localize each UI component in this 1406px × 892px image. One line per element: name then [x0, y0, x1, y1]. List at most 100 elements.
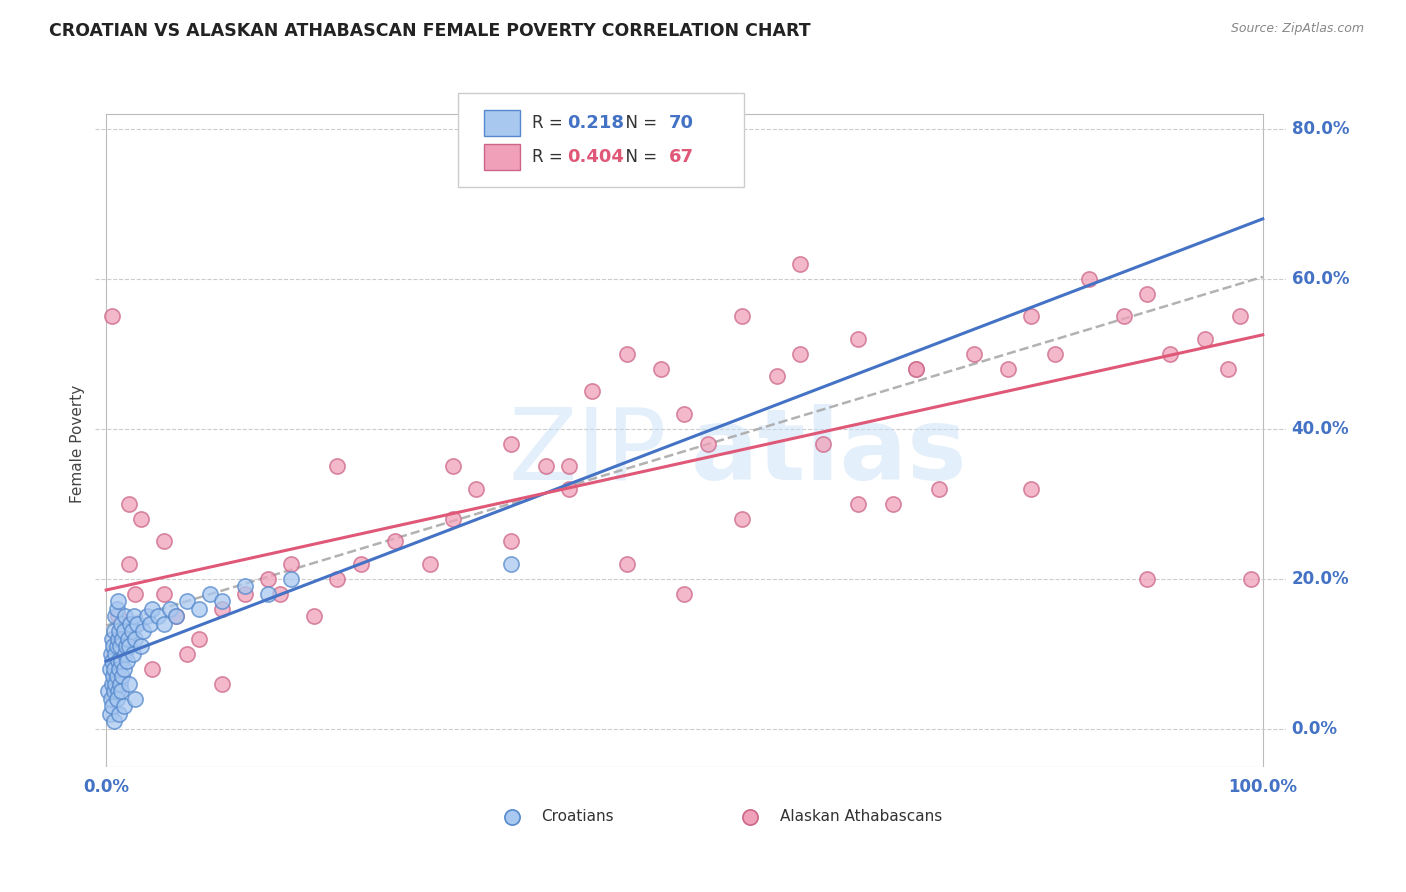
FancyBboxPatch shape [458, 93, 744, 187]
Point [107, 655, 129, 669]
Point [114, 647, 136, 661]
Point [326, 459, 349, 474]
Point [121, 647, 143, 661]
Point [100, 692, 122, 706]
Point [110, 616, 132, 631]
Point [962, 347, 984, 361]
Point [1136, 286, 1159, 301]
Point [124, 587, 146, 601]
Point [233, 579, 256, 593]
Text: R =: R = [531, 148, 568, 166]
Point [165, 609, 187, 624]
Point [673, 407, 696, 421]
Point [105, 669, 128, 683]
Point [176, 594, 198, 608]
Point [1043, 347, 1066, 361]
Point [211, 602, 233, 616]
Point [107, 684, 129, 698]
Point [904, 361, 927, 376]
Point [1021, 309, 1043, 323]
Point [112, 699, 135, 714]
Point [696, 437, 718, 451]
Text: Alaskan Athabascans: Alaskan Athabascans [779, 809, 942, 824]
Text: 40.0%: 40.0% [1292, 420, 1350, 438]
Point [118, 677, 141, 691]
Text: 0.0%: 0.0% [83, 778, 129, 796]
Point [153, 587, 176, 601]
Point [419, 557, 441, 571]
Point [465, 482, 488, 496]
Point [280, 557, 302, 571]
Point [114, 640, 136, 654]
Point [129, 640, 152, 654]
Point [97, 684, 120, 698]
Point [731, 776, 754, 790]
Point [499, 534, 522, 549]
Point [499, 776, 522, 790]
Point [104, 647, 127, 661]
Point [211, 594, 233, 608]
Point [107, 632, 129, 646]
Text: N =: N = [616, 148, 662, 166]
Point [731, 512, 754, 526]
Point [200, 587, 222, 601]
Point [1021, 482, 1043, 496]
Point [101, 309, 124, 323]
Point [104, 609, 127, 624]
Point [997, 361, 1019, 376]
Point [384, 534, 406, 549]
Point [616, 557, 638, 571]
Text: 70: 70 [669, 114, 693, 132]
Text: atlas: atlas [690, 404, 967, 501]
Point [1159, 347, 1181, 361]
Point [98, 662, 121, 676]
Point [1240, 572, 1263, 586]
Point [124, 692, 146, 706]
Point [280, 572, 302, 586]
Point [121, 624, 143, 639]
Point [766, 369, 789, 384]
Point [101, 669, 124, 683]
Point [159, 602, 181, 616]
Point [326, 572, 349, 586]
Point [110, 684, 132, 698]
Point [108, 640, 131, 654]
Point [233, 587, 256, 601]
Point [101, 655, 124, 669]
Point [1229, 309, 1251, 323]
Point [558, 459, 581, 474]
Text: Croatians: Croatians [541, 809, 614, 824]
Point [103, 662, 125, 676]
Text: Female Poverty: Female Poverty [70, 384, 84, 503]
Point [129, 512, 152, 526]
Point [117, 632, 139, 646]
Point [1194, 332, 1216, 346]
Point [789, 347, 811, 361]
Point [731, 309, 754, 323]
Point [107, 609, 129, 624]
Text: 67: 67 [669, 148, 693, 166]
Text: CROATIAN VS ALASKAN ATHABASCAN FEMALE POVERTY CORRELATION CHART: CROATIAN VS ALASKAN ATHABASCAN FEMALE PO… [49, 22, 811, 40]
Point [108, 624, 131, 639]
Point [101, 699, 124, 714]
Point [139, 616, 162, 631]
Point [111, 632, 134, 646]
Point [98, 706, 121, 721]
Point [104, 677, 127, 691]
Point [534, 459, 557, 474]
Point [103, 714, 125, 729]
Point [118, 497, 141, 511]
Point [846, 332, 869, 346]
Point [111, 669, 134, 683]
Point [1078, 271, 1101, 285]
Point [148, 609, 170, 624]
Point [558, 482, 581, 496]
Point [187, 602, 209, 616]
Bar [484, 110, 520, 136]
Text: 0.0%: 0.0% [1292, 720, 1337, 738]
Text: 0.404: 0.404 [568, 148, 624, 166]
Point [846, 497, 869, 511]
Point [176, 647, 198, 661]
Point [304, 609, 326, 624]
Point [108, 677, 131, 691]
